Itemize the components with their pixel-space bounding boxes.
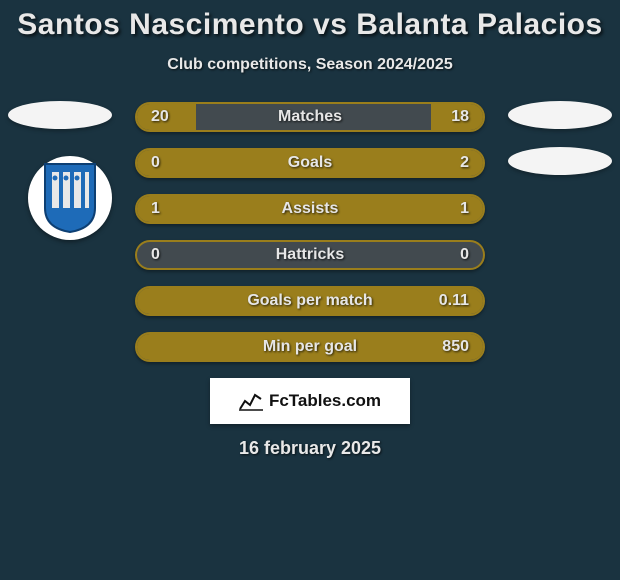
branding-badge: FcTables.com bbox=[210, 378, 410, 424]
stat-label: Goals bbox=[137, 150, 483, 176]
stat-row: Goals0 2 bbox=[135, 148, 485, 178]
branding-text: FcTables.com bbox=[269, 391, 381, 411]
stat-value-right: 0 bbox=[460, 242, 469, 268]
player-left-placeholder bbox=[8, 101, 112, 129]
stat-value-right: 18 bbox=[451, 104, 469, 130]
stat-row: Hattricks0 0 bbox=[135, 240, 485, 270]
stat-value-right: 0.11 bbox=[439, 288, 469, 314]
stat-value-right: 2 bbox=[460, 150, 469, 176]
stat-label: Assists bbox=[137, 196, 483, 222]
player-right-placeholder-2 bbox=[508, 147, 612, 175]
date-text: 16 february 2025 bbox=[0, 438, 620, 459]
stat-label: Min per goal bbox=[137, 334, 483, 360]
stat-value-right: 850 bbox=[442, 334, 469, 360]
stat-label: Goals per match bbox=[137, 288, 483, 314]
stat-row: Min per goal850 bbox=[135, 332, 485, 362]
player-right-placeholder-1 bbox=[508, 101, 612, 129]
stat-row: Matches20 18 bbox=[135, 102, 485, 132]
subtitle: Club competitions, Season 2024/2025 bbox=[0, 56, 620, 74]
club-badge-left bbox=[28, 156, 112, 240]
comparison-card: Santos Nascimento vs Balanta Palacios Cl… bbox=[0, 0, 620, 580]
stat-row: Assists1 1 bbox=[135, 194, 485, 224]
stat-label: Matches bbox=[137, 104, 483, 130]
stat-row: Goals per match0.11 bbox=[135, 286, 485, 316]
stat-value-left: 0 bbox=[151, 150, 160, 176]
stat-value-right: 1 bbox=[460, 196, 469, 222]
stats-area: Matches2018Goals02Assists11Hattricks00Go… bbox=[0, 102, 620, 362]
stat-value-left: 20 bbox=[151, 104, 169, 130]
stat-value-left: 1 bbox=[151, 196, 160, 222]
shield-icon bbox=[41, 162, 99, 234]
chart-icon bbox=[239, 391, 263, 411]
stat-label: Hattricks bbox=[137, 242, 483, 268]
page-title: Santos Nascimento vs Balanta Palacios bbox=[0, 0, 620, 42]
stat-value-left: 0 bbox=[151, 242, 160, 268]
